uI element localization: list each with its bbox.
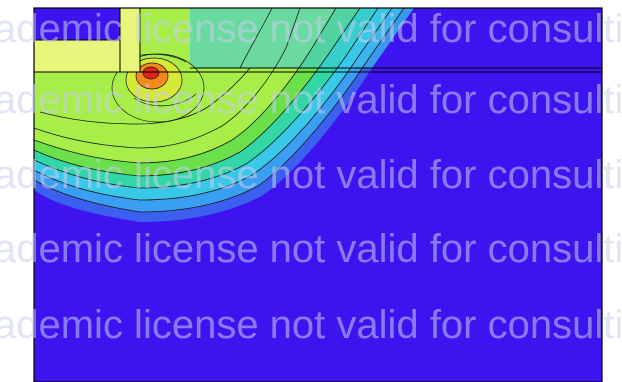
watermark-row-1: ademic license not valid for consulting [0,7,622,51]
watermark-row-2: ademic license not valid for consulting [0,78,622,122]
model-frame [33,7,603,382]
watermark: ademic license not valid for consulting … [0,7,622,347]
watermark-row-4: ademic license not valid for consulting [0,227,622,271]
surface-zone-cyan [190,8,414,68]
contour-lines [33,7,405,213]
contour-inner-red [142,66,160,80]
watermark-row-3: ademic license not valid for consulting [0,153,622,197]
watermark-row-5: ademic license not valid for consulting [0,303,622,347]
